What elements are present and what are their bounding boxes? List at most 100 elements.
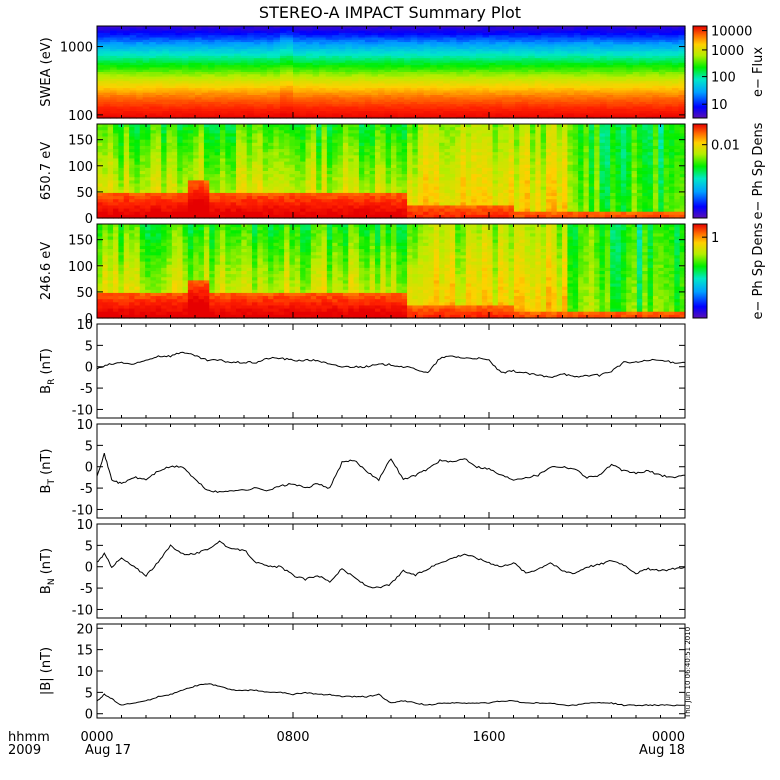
pad650-cell (166, 130, 173, 134)
pad650-cell (407, 136, 413, 141)
swea-cell (299, 101, 307, 105)
swea-cell (195, 55, 203, 59)
swea-cell (299, 78, 307, 82)
pad650-cell (294, 127, 301, 131)
swea-cell (240, 39, 248, 43)
swea-cell (391, 113, 399, 117)
pad650-cell (353, 133, 360, 138)
swea-cell (391, 90, 399, 94)
swea-cell (181, 90, 190, 94)
swea-cell (181, 76, 190, 80)
swea-cell (469, 26, 477, 29)
swea-cell (168, 72, 176, 75)
swea-cell (430, 74, 438, 78)
swea-cell (626, 72, 634, 75)
swea-cell (306, 58, 314, 62)
swea-cell (97, 88, 105, 91)
pad650-cell (374, 124, 381, 128)
pad650-cell (198, 152, 205, 156)
swea-cell (319, 69, 327, 73)
swea-cell (443, 39, 451, 43)
swea-cell (593, 44, 601, 48)
swea-cell (515, 62, 523, 66)
swea-cell (436, 83, 444, 87)
swea-cell (652, 90, 660, 94)
pad650-cell (123, 124, 130, 128)
swea-cell (423, 90, 431, 94)
swea-cell (234, 92, 242, 96)
swea-cell (658, 42, 666, 45)
pad650-cell (508, 149, 515, 153)
swea-cell (188, 83, 196, 87)
swea-cell (142, 104, 150, 108)
swea-cell (391, 39, 399, 43)
swea-cell (391, 58, 399, 62)
swea-cell (208, 65, 216, 68)
swea-cell (129, 99, 137, 103)
swea-cell (580, 42, 588, 45)
swea-cell (521, 104, 529, 108)
swea-cell (397, 113, 405, 117)
swea-cell (560, 32, 568, 36)
pad650-cell (535, 139, 542, 144)
swea-cell (240, 67, 248, 71)
swea-cell (417, 37, 425, 41)
pad650-cell (658, 149, 665, 153)
swea-cell (541, 39, 549, 43)
swea-cell (495, 104, 503, 108)
swea-cell (110, 90, 118, 94)
pad650-cell (177, 152, 184, 156)
swea-cell (234, 95, 242, 98)
swea-cell (430, 65, 438, 68)
swea-cell (142, 62, 150, 66)
swea-cell (560, 83, 568, 87)
pad650-cell (391, 127, 397, 131)
swea-cell (286, 28, 294, 32)
pad650-cell (647, 139, 654, 144)
swea-cell (580, 67, 588, 71)
swea-cell (168, 28, 176, 32)
swea-ytick-label: 1000 (60, 41, 93, 56)
swea-cell (632, 90, 640, 94)
swea-cell (580, 85, 588, 89)
swea-cell (338, 46, 346, 50)
pad650-cell (193, 139, 200, 144)
swea-cell (482, 30, 490, 34)
swea-cell (195, 60, 203, 64)
swea-cell (658, 99, 666, 103)
pad650-cell (578, 139, 585, 144)
swea-cell (345, 28, 353, 32)
swea-cell (632, 92, 640, 96)
swea-cell (619, 83, 627, 87)
pad650-cell (487, 130, 494, 134)
swea-cell (475, 44, 484, 48)
swea-cell (253, 65, 261, 68)
pad650-cell (594, 142, 601, 147)
swea-cell (351, 35, 359, 39)
pad650-cell (102, 145, 109, 150)
swea-cell (626, 104, 634, 108)
swea-cell (286, 55, 294, 59)
swea-cell (534, 35, 542, 39)
swea-cell (678, 85, 686, 89)
swea-cell (587, 83, 595, 87)
swea-cell (351, 28, 359, 32)
pad650-cell (428, 152, 435, 156)
swea-cell (293, 58, 301, 62)
pad650-cell (610, 127, 617, 131)
pad650-cell (278, 152, 285, 156)
swea-cell (240, 60, 248, 64)
pad650-cell (273, 152, 280, 156)
swea-cell (142, 99, 150, 103)
swea-cell (325, 60, 333, 64)
swea-cell (410, 88, 418, 91)
swea-cell (632, 60, 640, 64)
swea-cell (221, 104, 229, 108)
pad650-cell (262, 158, 269, 163)
pad650-cell (364, 155, 371, 160)
swea-cell (502, 90, 510, 94)
swea-cell (195, 42, 203, 45)
pad650-cell (588, 127, 595, 131)
swea-cell (286, 42, 294, 45)
swea-cell (312, 78, 320, 82)
